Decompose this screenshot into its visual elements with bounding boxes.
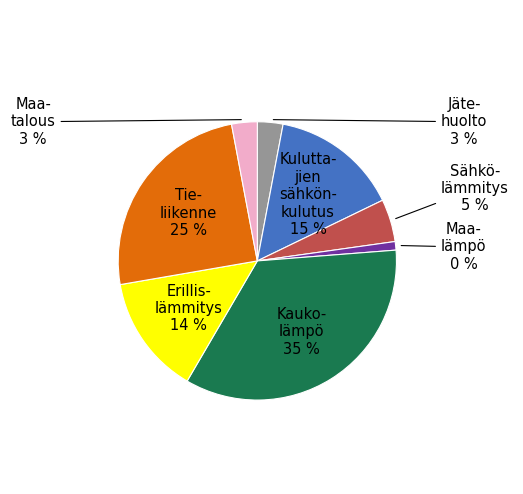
Text: Sähkö-
lämmitys
5 %: Sähkö- lämmitys 5 % [396,164,509,219]
Text: Maa-
lämpö
0 %: Maa- lämpö 0 % [401,222,486,272]
Wedge shape [232,122,257,261]
Text: Kauko-
lämpö
35 %: Kauko- lämpö 35 % [277,307,327,357]
Wedge shape [118,124,257,285]
Wedge shape [257,122,283,261]
Text: Maa-
talous
3 %: Maa- talous 3 % [10,97,241,147]
Wedge shape [187,250,396,400]
Text: Kulutta-
jien
sähkön-
kulutus
15 %: Kulutta- jien sähkön- kulutus 15 % [279,152,337,237]
Text: Jäte-
huolto
3 %: Jäte- huolto 3 % [274,97,487,147]
Wedge shape [257,242,396,261]
Wedge shape [120,261,257,381]
Wedge shape [257,124,382,261]
Text: Tie-
liikenne
25 %: Tie- liikenne 25 % [160,188,218,238]
Wedge shape [257,200,395,261]
Text: Erillis-
lämmitys
14 %: Erillis- lämmitys 14 % [155,284,223,333]
